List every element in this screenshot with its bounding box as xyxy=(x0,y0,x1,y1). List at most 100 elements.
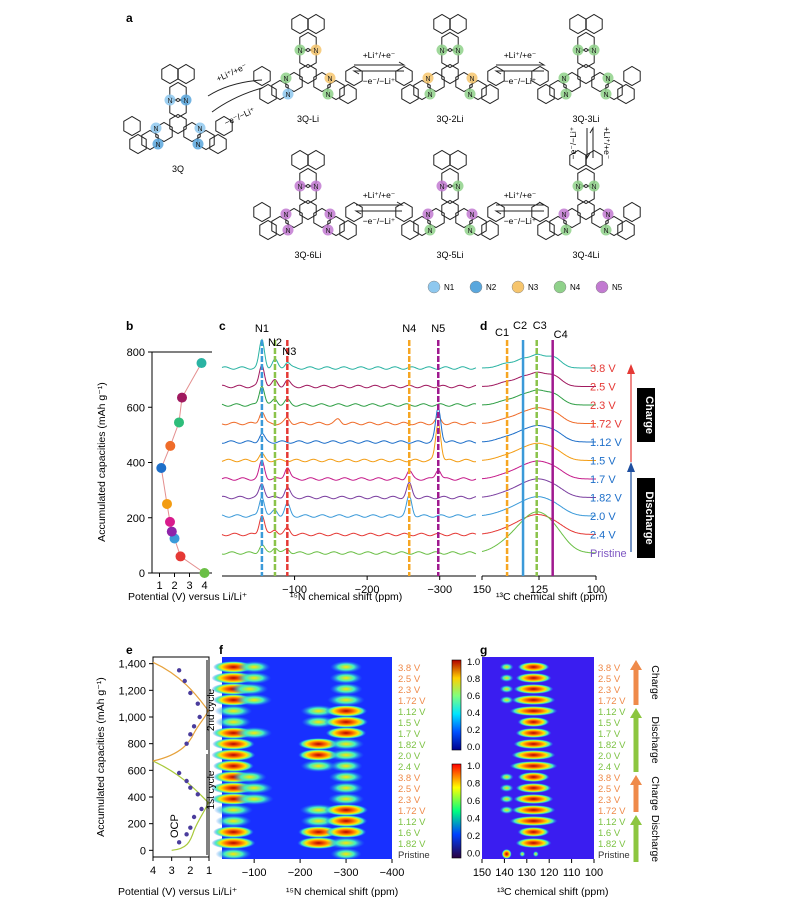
nitrogen-symbol: N xyxy=(297,184,302,191)
panel-f-heatmap: ¹⁵N chemical shift (ppm) 1st cycle 2nd c… xyxy=(206,657,480,898)
intensity-spot xyxy=(330,661,363,673)
intensity-spot xyxy=(298,749,339,761)
data-point xyxy=(182,678,187,684)
intensity-spot xyxy=(212,738,255,750)
ring xyxy=(577,31,595,53)
reverse-arrow xyxy=(494,70,544,75)
nitrogen-atom xyxy=(192,138,204,150)
ring xyxy=(299,63,317,85)
nitrogen-symbol: N xyxy=(605,76,610,83)
ring xyxy=(623,201,641,223)
nitrogen-symbol: N xyxy=(297,48,302,55)
intensity-spot xyxy=(511,750,556,760)
nitrogen-atom xyxy=(464,88,476,100)
ring xyxy=(395,201,413,223)
row-label: 1.82 V xyxy=(398,839,426,850)
intensity-spot xyxy=(499,696,514,704)
x-tick-label: 150 xyxy=(473,584,491,596)
spectrum-line xyxy=(481,478,596,498)
y-tick-label: 1,000 xyxy=(118,712,146,724)
row-label: 1.82 V xyxy=(398,740,426,751)
spectrum-line xyxy=(221,544,477,555)
panel-label-e: e xyxy=(126,643,133,657)
x-tick-label: 120 xyxy=(540,867,558,879)
spectrum-label: 1.12 V xyxy=(590,437,622,449)
ring xyxy=(299,199,317,221)
spectrum-line xyxy=(481,514,596,535)
ring xyxy=(413,215,431,237)
arrow-forward-label: +Li⁺/+e⁻ xyxy=(363,50,396,60)
row-label: 3.8 V xyxy=(398,773,421,784)
row-label: 2.5 V xyxy=(598,784,621,795)
nitrogen-symbol: N xyxy=(285,92,290,99)
intensity-spot xyxy=(215,815,252,827)
colorbar-tick: 0.8 xyxy=(467,674,480,685)
row-label: 1.12 V xyxy=(598,707,626,718)
panel-label-g: g xyxy=(480,643,487,657)
arrow-reverse-label: −e⁻/−Li⁺ xyxy=(504,216,537,226)
ring xyxy=(129,133,147,155)
intensity-spot xyxy=(329,760,363,772)
intensity-spot xyxy=(328,782,364,794)
reaction-scheme: N N N N N N 3Q N N N N N N 3Q-Li N N N N N N 3Q-2Li N N N N N N 3Q-… xyxy=(123,13,641,294)
nitrogen-atom xyxy=(602,208,614,220)
intensity-spot xyxy=(234,793,274,805)
intensity-spot xyxy=(325,826,367,838)
row-label: 1.82 V xyxy=(598,740,626,751)
nitrogen-symbol: N xyxy=(153,126,158,133)
data-point xyxy=(195,792,200,797)
row-label: 1.7 V xyxy=(598,729,621,740)
y-tick-label: 800 xyxy=(128,739,146,751)
molecule-label: 3Q-3Li xyxy=(572,114,599,124)
nitrogen-symbol: N xyxy=(563,228,568,235)
row-label: 2.5 V xyxy=(398,784,421,795)
intensity-spot xyxy=(532,851,539,857)
peak-label: N4 xyxy=(402,323,416,335)
row-label: 2.3 V xyxy=(598,795,621,806)
data-point xyxy=(166,526,177,537)
intensity-spot xyxy=(328,749,365,761)
nitrogen-symbol: N xyxy=(467,92,472,99)
spectrum-line xyxy=(222,406,477,444)
nitrogen-symbol: N xyxy=(591,48,596,55)
nitrogen-atom xyxy=(322,224,334,236)
spectrum-line xyxy=(221,459,477,481)
nitrogen-symbol: N xyxy=(183,98,188,105)
legend-swatch xyxy=(427,280,441,294)
intensity-spot xyxy=(327,837,365,849)
nitrogen-symbol: N xyxy=(327,212,332,219)
molecule-label: 3Q xyxy=(172,164,184,174)
ring xyxy=(401,219,419,241)
ring xyxy=(487,65,505,87)
data-point xyxy=(176,770,182,776)
ring xyxy=(585,13,603,35)
ring xyxy=(253,65,271,87)
nitrogen-atom xyxy=(424,88,436,100)
nitrogen-atom xyxy=(602,72,614,84)
y-tick-label: 400 xyxy=(128,792,146,804)
ring xyxy=(271,215,289,237)
legend-label: N1 xyxy=(444,283,455,292)
ring xyxy=(345,201,363,223)
intensity-spot xyxy=(328,771,364,783)
molecule-3q-2li: N N N N N N 3Q-2Li xyxy=(395,13,505,124)
nitrogen-symbol: N xyxy=(425,76,430,83)
nitrogen-symbol: N xyxy=(575,184,580,191)
discharge-box xyxy=(637,478,655,558)
reaction-arrow: +Li⁺/+e⁻ −e⁻/−Li⁺ xyxy=(354,190,404,226)
row-label: 1.72 V xyxy=(598,806,626,817)
y-tick-label: 200 xyxy=(127,513,145,525)
ring xyxy=(209,133,227,155)
nitrogen-symbol: N xyxy=(313,184,318,191)
intensity-spot xyxy=(517,772,550,782)
nitrogen-symbol: N xyxy=(427,92,432,99)
reverse-arrow xyxy=(352,70,404,75)
nitrogen-atom xyxy=(194,122,206,134)
curved-forward-arrow xyxy=(207,79,263,97)
spectrum-line xyxy=(221,514,477,537)
nitrogen-atom xyxy=(560,224,572,236)
intensity-spot xyxy=(329,672,363,684)
ring xyxy=(469,215,487,237)
peak-label: N5 xyxy=(431,323,445,335)
spectrum-line xyxy=(481,511,596,554)
